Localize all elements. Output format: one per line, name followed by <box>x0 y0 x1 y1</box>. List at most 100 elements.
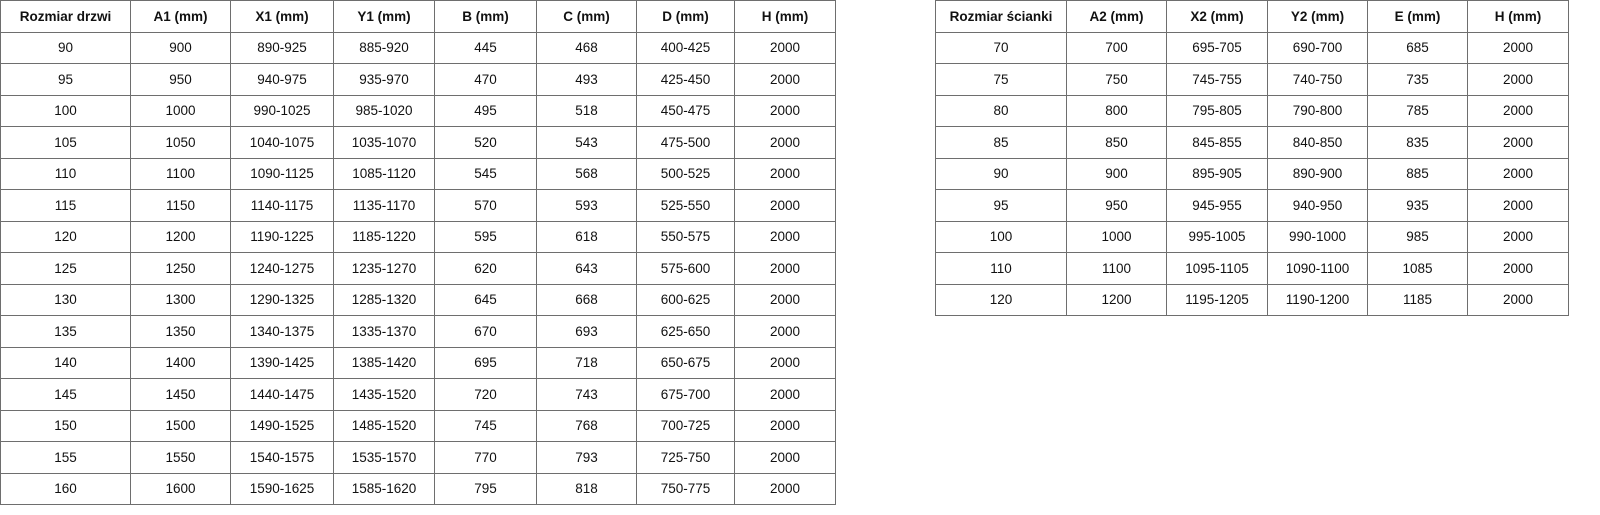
table-cell: 900 <box>1066 157 1167 190</box>
column-header: B (mm) <box>434 0 537 33</box>
table-cell: 85 <box>935 126 1067 159</box>
table-cell: 120 <box>0 220 131 253</box>
table-cell: 1095-1105 <box>1166 252 1268 285</box>
table-cell: 818 <box>536 472 637 505</box>
table-cell: 2000 <box>1467 283 1569 316</box>
table-cell: 1200 <box>1066 283 1167 316</box>
table-cell: 1440-1475 <box>230 378 334 411</box>
table-cell: 693 <box>536 315 637 348</box>
table-row: 110 1100 1095-1105 1090-1100 1085 2000 <box>935 252 1569 285</box>
table-cell: 2000 <box>734 126 836 159</box>
table-row: 100 1000 990-1025 985-1020 495 518 450-475 2000 <box>0 94 836 127</box>
table-cell: 940-975 <box>230 63 334 96</box>
table-cell: 135 <box>0 315 131 348</box>
table-cell: 1185 <box>1367 283 1468 316</box>
table-cell: 850 <box>1066 126 1167 159</box>
table-cell: 110 <box>0 157 131 190</box>
table-cell: 2000 <box>734 31 836 64</box>
column-header: H (mm) <box>1467 0 1569 33</box>
table-cell: 1000 <box>130 94 231 127</box>
table-cell: 790-800 <box>1267 94 1368 127</box>
table-cell: 568 <box>536 157 637 190</box>
table-cell: 885-920 <box>333 31 435 64</box>
table-cell: 995-1005 <box>1166 220 1268 253</box>
table-cell: 95 <box>0 63 131 96</box>
table-cell: 1390-1425 <box>230 346 334 379</box>
table-row: 135 1350 1340-1375 1335-1370 670 693 625-650 20… <box>0 315 836 348</box>
table-row: 85 850 845-855 840-850 835 2000 <box>935 126 1569 159</box>
column-header: Rozmiar ścianki <box>935 0 1067 33</box>
table-cell: 768 <box>536 409 637 442</box>
column-header: Y1 (mm) <box>333 0 435 33</box>
table-cell: 550-575 <box>636 220 735 253</box>
table-cell: 1185-1220 <box>333 220 435 253</box>
table-cell: 695-705 <box>1166 31 1268 64</box>
table-cell: 618 <box>536 220 637 253</box>
table-cell: 1340-1375 <box>230 315 334 348</box>
table-cell: 1535-1570 <box>333 441 435 474</box>
table-row: 150 1500 1490-1525 1485-1520 745 768 700-725 20… <box>0 409 836 442</box>
table-cell: 1090-1100 <box>1267 252 1368 285</box>
table-cell: 1200 <box>130 220 231 253</box>
table-row: 130 1300 1290-1325 1285-1320 645 668 600-625 20… <box>0 283 836 316</box>
table-cell: 2000 <box>1467 63 1569 96</box>
table-cell: 518 <box>536 94 637 127</box>
column-header: A1 (mm) <box>130 0 231 33</box>
table-cell: 110 <box>935 252 1067 285</box>
table-cell: 2000 <box>1467 94 1569 127</box>
table-row: 145 1450 1440-1475 1435-1520 720 743 675-700 20… <box>0 378 836 411</box>
table-cell: 1250 <box>130 252 231 285</box>
table-cell: 670 <box>434 315 537 348</box>
table-cell: 1085-1120 <box>333 157 435 190</box>
table-cell: 1600 <box>130 472 231 505</box>
table-cell: 595 <box>434 220 537 253</box>
table-cell: 795 <box>434 472 537 505</box>
table-cell: 840-850 <box>1267 126 1368 159</box>
table-cell: 2000 <box>734 94 836 127</box>
table-cell: 800 <box>1066 94 1167 127</box>
table-cell: 105 <box>0 126 131 159</box>
table-cell: 495 <box>434 94 537 127</box>
table-cell: 2000 <box>734 220 836 253</box>
table-cell: 2000 <box>734 409 836 442</box>
table-cell: 140 <box>0 346 131 379</box>
table-cell: 130 <box>0 283 131 316</box>
table-cell: 593 <box>536 189 637 222</box>
table-cell: 1485-1520 <box>333 409 435 442</box>
column-header: Rozmiar drzwi <box>0 0 131 33</box>
table-cell: 1035-1070 <box>333 126 435 159</box>
table-cell: 1100 <box>1066 252 1167 285</box>
table-cell: 668 <box>536 283 637 316</box>
table-cell: 735 <box>1367 63 1468 96</box>
table-cell: 1500 <box>130 409 231 442</box>
table-cell: 2000 <box>734 189 836 222</box>
table-cell: 125 <box>0 252 131 285</box>
table-cell: 2000 <box>734 283 836 316</box>
table-cell: 890-925 <box>230 31 334 64</box>
table-cell: 1435-1520 <box>333 378 435 411</box>
table-cell: 1100 <box>130 157 231 190</box>
table-cell: 835 <box>1367 126 1468 159</box>
table-cell: 2000 <box>734 472 836 505</box>
table-cell: 120 <box>935 283 1067 316</box>
table-cell: 575-600 <box>636 252 735 285</box>
table-cell: 470 <box>434 63 537 96</box>
table-cell: 1190-1225 <box>230 220 334 253</box>
column-header: A2 (mm) <box>1066 0 1167 33</box>
table-cell: 2000 <box>1467 31 1569 64</box>
table-row: 75 750 745-755 740-750 735 2000 <box>935 63 1569 96</box>
table-row: 160 1600 1590-1625 1585-1620 795 818 750-775 20… <box>0 472 836 505</box>
table-cell: 1550 <box>130 441 231 474</box>
table-row: 80 800 795-805 790-800 785 2000 <box>935 94 1569 127</box>
table-cell: 950 <box>130 63 231 96</box>
table-cell: 450-475 <box>636 94 735 127</box>
table-cell: 2000 <box>734 63 836 96</box>
table-row: 110 1100 1090-1125 1085-1120 545 568 500-525 20… <box>0 157 836 190</box>
table-cell: 900 <box>130 31 231 64</box>
table-cell: 543 <box>536 126 637 159</box>
table-cell: 155 <box>0 441 131 474</box>
table-cell: 745-755 <box>1166 63 1268 96</box>
table-cell: 1385-1420 <box>333 346 435 379</box>
table-cell: 1195-1205 <box>1166 283 1268 316</box>
column-header: H (mm) <box>734 0 836 33</box>
